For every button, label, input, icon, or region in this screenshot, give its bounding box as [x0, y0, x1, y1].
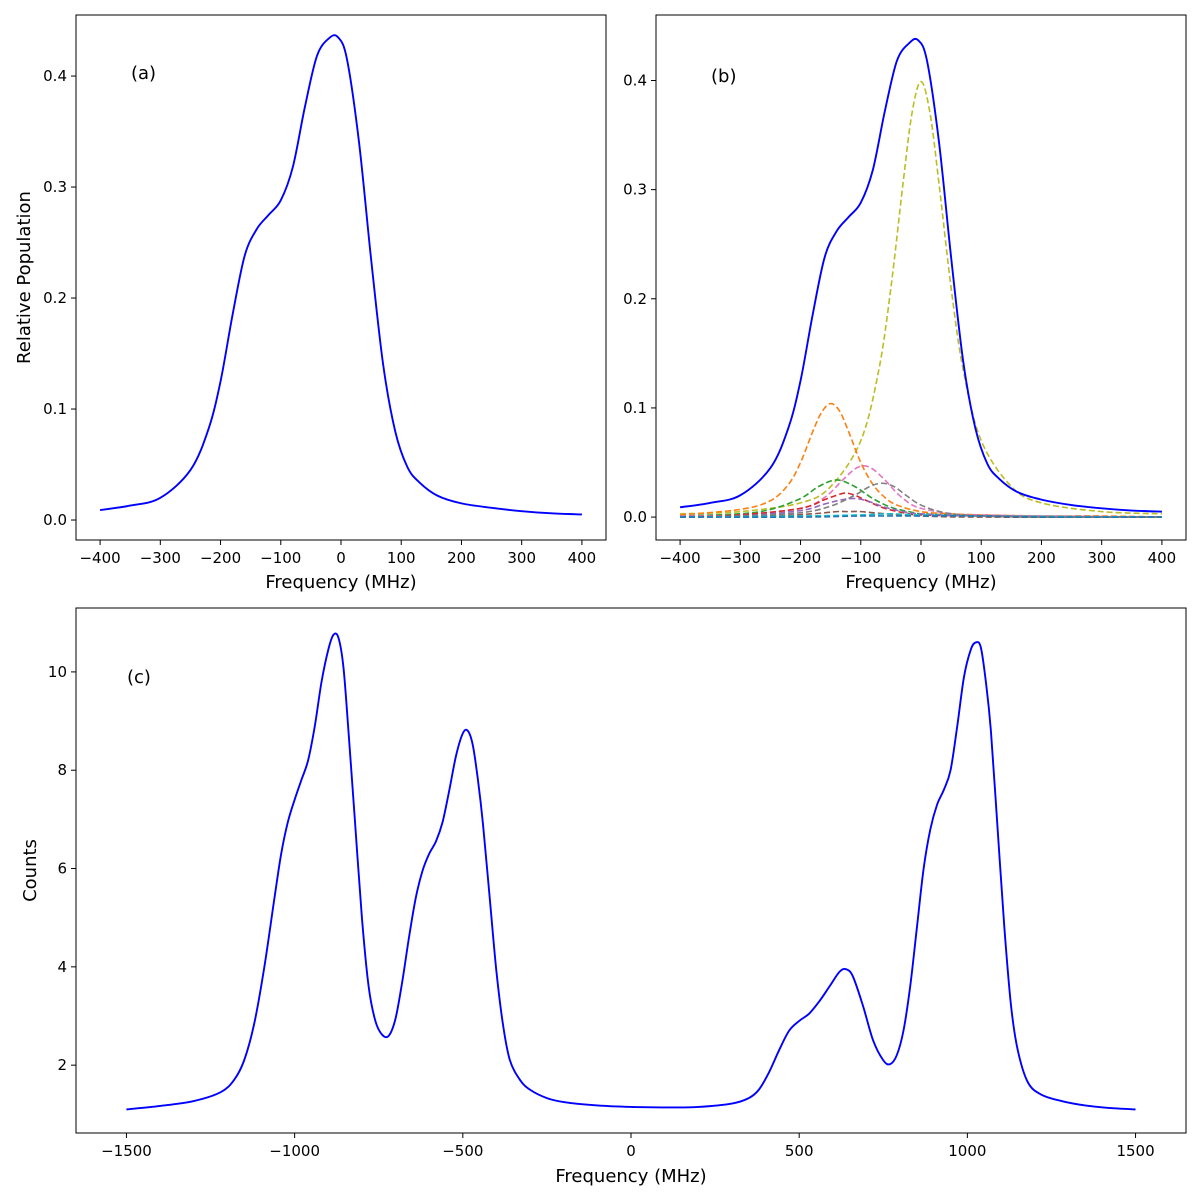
- x-tick-label: −1000: [269, 1142, 320, 1160]
- x-tick-label: −300: [720, 549, 761, 567]
- series-line-component-olive: [680, 80, 1162, 515]
- panel-a: −400 −300 −200 −100 0 100 200 300 400 0.0 0.1 0.2 0.…: [14, 14, 607, 593]
- x-tick-label: −200: [200, 549, 241, 567]
- x-axis-label: Frequency (MHz): [555, 1166, 706, 1187]
- x-axis-label: Frequency (MHz): [845, 572, 996, 593]
- y-tick-label: 0.4: [43, 67, 67, 85]
- series-line-component-red: [680, 492, 1162, 518]
- x-tick-label: 300: [1087, 549, 1116, 567]
- y-tick-label: 6: [57, 860, 67, 878]
- x-tick-label: 400: [568, 549, 597, 567]
- y-tick-label: 2: [57, 1056, 67, 1074]
- series-line-component-orange: [680, 402, 1162, 518]
- series-line-component-green: [680, 479, 1162, 518]
- x-tick-label: 0: [626, 1142, 636, 1160]
- series-line-spectrum: [126, 632, 1136, 1111]
- y-axis-label: Relative Population: [14, 191, 35, 364]
- x-tick-label: −300: [140, 549, 181, 567]
- y-tick-label: 0.3: [43, 178, 67, 196]
- x-tick-label: 300: [507, 549, 536, 567]
- panel-label: (b): [711, 66, 736, 87]
- x-tick-label: −400: [79, 549, 120, 567]
- y-tick-label: 0.0: [43, 511, 67, 529]
- x-tick-label: 0: [336, 549, 346, 567]
- x-tick-label: −500: [442, 1142, 483, 1160]
- x-tick-label: 200: [447, 549, 476, 567]
- x-axis-label: Frequency (MHz): [265, 572, 416, 593]
- y-tick-label: 0.1: [43, 400, 67, 418]
- series-line-total: [99, 34, 582, 516]
- y-tick-label: 8: [57, 761, 67, 779]
- series-line-component-purple: [680, 497, 1162, 518]
- series-line-component-blue: [680, 515, 1162, 518]
- x-tick-label: 1500: [1116, 1142, 1154, 1160]
- plot-frame: [75, 14, 607, 541]
- plot-frame: [655, 14, 1187, 541]
- y-tick-label: 4: [57, 958, 67, 976]
- panel-label: (c): [127, 667, 151, 688]
- y-tick-label: 0.0: [623, 508, 647, 526]
- x-tick-label: −100: [840, 549, 881, 567]
- y-tick-label: 0.4: [623, 71, 647, 89]
- y-tick-label: 0.2: [43, 289, 67, 307]
- series-line-component-pink: [680, 464, 1162, 518]
- x-tick-label: −1500: [101, 1142, 152, 1160]
- x-tick-label: 100: [967, 549, 996, 567]
- panel-label: (a): [131, 63, 156, 84]
- x-tick-label: 200: [1027, 549, 1056, 567]
- x-tick-label: −400: [659, 549, 700, 567]
- x-tick-label: 400: [1148, 549, 1177, 567]
- panel-c: −1500 −1000 −500 0 500 1000 1500 2 4 6 8 10 Frequenc…: [20, 607, 1187, 1187]
- y-axis-label: Counts: [20, 839, 41, 902]
- x-tick-label: −200: [780, 549, 821, 567]
- x-tick-label: 500: [785, 1142, 814, 1160]
- y-tick-label: 0.2: [623, 290, 647, 308]
- y-tick-label: 10: [48, 663, 67, 681]
- series-line-total: [679, 37, 1162, 513]
- x-tick-label: 100: [387, 549, 416, 567]
- panel-b: −400 −300 −200 −100 0 100 200 300 400 0.0 0.1 0.2 0.…: [623, 14, 1187, 593]
- y-tick-label: 0.3: [623, 181, 647, 199]
- x-tick-label: 1000: [948, 1142, 986, 1160]
- series-line-component-brown: [680, 510, 1162, 518]
- x-tick-label: −100: [260, 549, 301, 567]
- x-tick-label: 0: [916, 549, 926, 567]
- y-tick-label: 0.1: [623, 399, 647, 417]
